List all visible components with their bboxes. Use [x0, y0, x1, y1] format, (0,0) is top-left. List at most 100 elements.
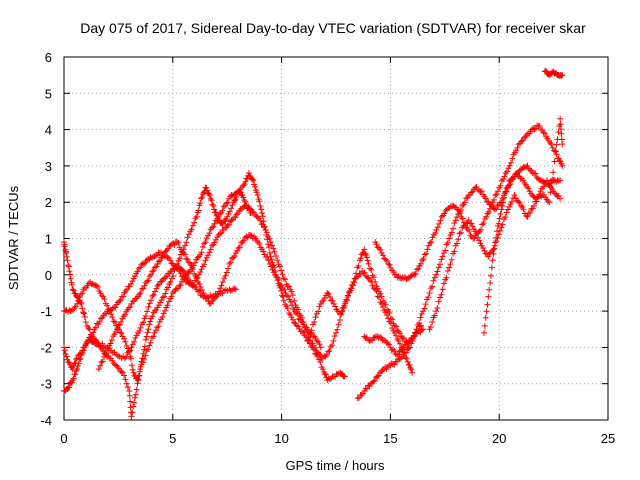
data-point [115, 322, 122, 329]
data-point [82, 318, 89, 325]
data-point [407, 365, 414, 372]
data-point [228, 191, 235, 198]
data-point [295, 315, 302, 322]
data-point [126, 348, 133, 355]
data-point [439, 253, 446, 260]
y-tick-label: 4 [45, 123, 52, 138]
data-point [165, 298, 172, 305]
data-point [137, 366, 144, 373]
data-point [85, 324, 92, 331]
data-point [267, 239, 274, 246]
data-point [532, 125, 539, 132]
data-point [216, 211, 223, 218]
data-point [506, 203, 513, 210]
data-point [225, 221, 232, 228]
data-point [195, 271, 202, 278]
data-point [336, 317, 343, 324]
data-point [540, 183, 547, 190]
data-point [72, 359, 79, 366]
data-point [124, 286, 131, 293]
data-point [181, 251, 188, 258]
data-point [175, 239, 182, 246]
x-tick-label: 25 [601, 431, 615, 446]
data-point [155, 258, 162, 265]
data-point [332, 303, 339, 310]
y-tick-label: 1 [45, 232, 52, 247]
data-point [498, 206, 505, 213]
data-point [541, 130, 548, 137]
data-point [192, 215, 199, 222]
data-point [353, 270, 360, 277]
data-point [152, 327, 159, 334]
data-point [128, 280, 135, 287]
data-point [397, 347, 404, 354]
data-point [343, 297, 350, 304]
data-point [127, 398, 134, 405]
data-point [61, 347, 68, 354]
data-point [525, 165, 532, 172]
data-point [110, 318, 117, 325]
data-point [174, 239, 181, 246]
data-point [515, 141, 522, 148]
data-point [516, 199, 523, 206]
data-point [550, 169, 557, 176]
data-point [481, 247, 488, 254]
data-point [232, 190, 239, 197]
data-point [357, 255, 364, 262]
data-point [531, 126, 538, 133]
data-point [493, 205, 500, 212]
data-point [300, 321, 307, 328]
data-point [316, 341, 323, 348]
data-point [214, 291, 221, 298]
data-point [531, 194, 538, 201]
data-point [196, 287, 203, 294]
data-point [386, 309, 393, 316]
data-point [371, 377, 378, 384]
data-point [295, 323, 302, 330]
data-point [468, 189, 475, 196]
data-point [212, 236, 219, 243]
data-point [289, 316, 296, 323]
data-point [76, 356, 83, 363]
data-point [425, 294, 432, 301]
data-point [363, 254, 370, 261]
data-point [285, 293, 292, 300]
data-point [141, 356, 148, 363]
data-point [427, 239, 434, 246]
data-point [168, 260, 175, 267]
data-point [426, 289, 433, 296]
data-point [195, 288, 202, 295]
data-point [325, 348, 332, 355]
data-point [150, 267, 157, 274]
data-point [254, 191, 261, 198]
data-point [405, 345, 412, 352]
data-point [212, 294, 219, 301]
data-point [190, 281, 197, 288]
data-point [393, 332, 400, 339]
data-point [440, 280, 447, 287]
data-point [197, 268, 204, 275]
data-point [319, 366, 326, 373]
data-point [149, 313, 156, 320]
data-point [337, 311, 344, 318]
data-point [341, 373, 348, 380]
data-point [450, 225, 457, 232]
data-point [218, 230, 225, 237]
data-point [250, 177, 257, 184]
data-point [558, 72, 565, 79]
data-point [272, 253, 279, 260]
data-point [340, 372, 347, 379]
data-point [487, 205, 494, 212]
data-point [199, 243, 206, 250]
data-point [433, 271, 440, 278]
data-point [171, 241, 178, 248]
data-point [103, 310, 110, 317]
data-point [258, 206, 265, 213]
data-point [133, 386, 140, 393]
data-point [156, 318, 163, 325]
data-point [194, 254, 201, 261]
data-point [266, 250, 273, 257]
data-point [235, 245, 242, 252]
data-point [165, 245, 172, 252]
